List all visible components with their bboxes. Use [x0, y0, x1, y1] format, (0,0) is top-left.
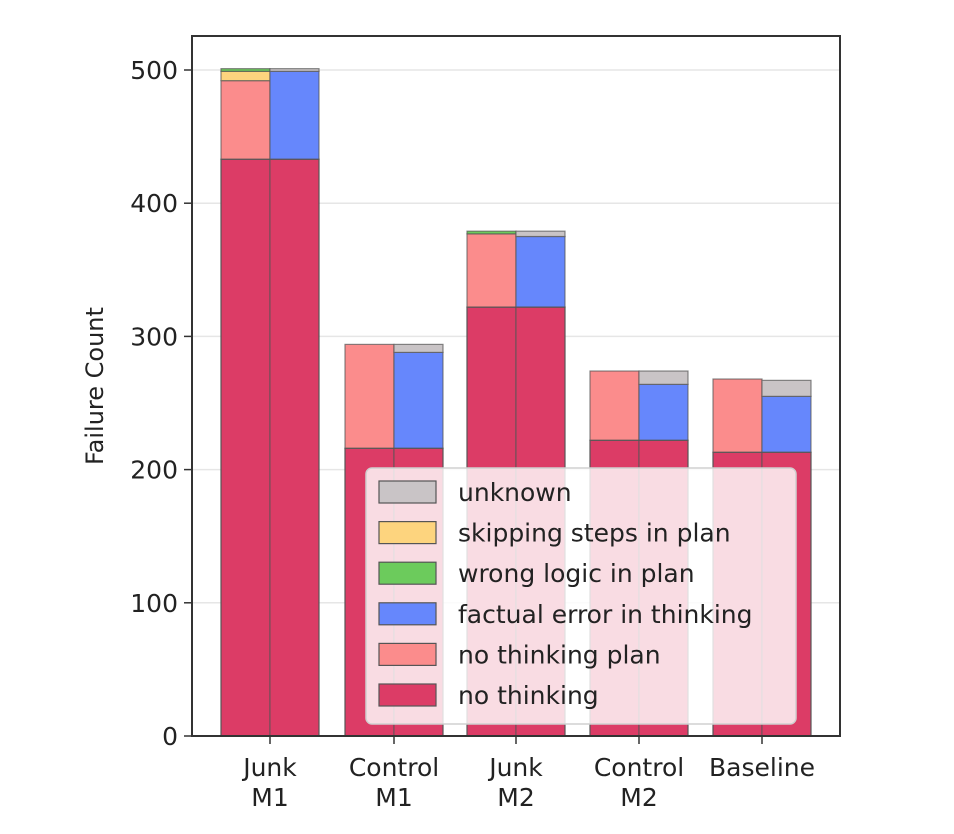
bar-segment-no-thinking — [269, 158, 320, 737]
legend: unknown skipping steps in plan wrong logic… — [365, 467, 797, 725]
bar-segment-factual-error-in-thinking — [393, 351, 444, 449]
legend-label: unknown — [458, 478, 572, 507]
bar-segment-factual-error-in-thinking — [269, 70, 320, 160]
bar-segment-no-thinking-plan — [712, 378, 763, 453]
y-tick-label: 100 — [130, 589, 178, 618]
legend-swatch-no-thinking — [378, 683, 437, 707]
bar-group-junk-m1 — [220, 68, 320, 737]
y-axis-label: Failure Count — [81, 307, 109, 465]
legend-swatch-unknown — [378, 480, 437, 504]
bar-segment-wrong-logic-in-plan — [466, 230, 517, 235]
bar-segment-factual-error-in-thinking — [638, 383, 689, 441]
legend-label: skipping steps in plan — [458, 519, 731, 548]
y-tick-label: 300 — [130, 322, 178, 351]
x-tick-label: M1 — [375, 783, 412, 812]
legend-label: no thinking — [458, 681, 599, 710]
bar-segment-no-thinking-plan — [220, 80, 271, 160]
legend-box — [365, 467, 797, 725]
legend-swatch-no-thinking-plan — [378, 642, 437, 667]
y-tick-label: 200 — [130, 456, 178, 485]
x-tick-label: Junk — [487, 753, 543, 782]
x-tick-label: Junk — [241, 753, 297, 782]
bar-segment-no-thinking — [220, 158, 271, 737]
legend-label: factual error in thinking — [458, 600, 753, 629]
bar-segment-no-thinking-plan — [466, 233, 517, 308]
bar-segment-no-thinking-plan — [589, 370, 640, 441]
bar-segment-unknown — [515, 230, 566, 238]
legend-swatch-wrong-logic-in-plan — [378, 561, 437, 585]
y-tick-label: 500 — [130, 56, 178, 85]
x-tick-label: M1 — [251, 783, 288, 812]
legend-swatch-factual-error-in-thinking — [378, 602, 437, 626]
x-tick-label: Control — [349, 753, 439, 782]
bar-segment-unknown — [761, 379, 812, 397]
bar-segment-no-thinking-plan — [344, 343, 395, 449]
bar-segment-unknown — [393, 343, 444, 353]
x-tick-label: M2 — [620, 783, 657, 812]
bar-segment-skipping-steps-in-plan — [220, 70, 271, 82]
bar-segment-factual-error-in-thinking — [515, 235, 566, 308]
x-tick-label: Control — [594, 753, 684, 782]
y-axis: 0 100 200 300 400 500 — [130, 56, 192, 751]
bar-segment-wrong-logic-in-plan — [220, 68, 271, 72]
legend-label: no thinking plan — [458, 640, 661, 669]
bar-segment-unknown — [638, 370, 689, 385]
x-tick-label: M2 — [497, 783, 534, 812]
legend-label: wrong logic in plan — [458, 559, 695, 588]
x-tick-label: Baseline — [709, 753, 815, 782]
y-tick-label: 400 — [130, 189, 178, 218]
legend-swatch-skipping-steps-in-plan — [378, 520, 437, 545]
y-tick-label: 0 — [162, 722, 178, 751]
bar-segment-factual-error-in-thinking — [761, 395, 812, 453]
bar-segment-unknown — [269, 68, 320, 72]
